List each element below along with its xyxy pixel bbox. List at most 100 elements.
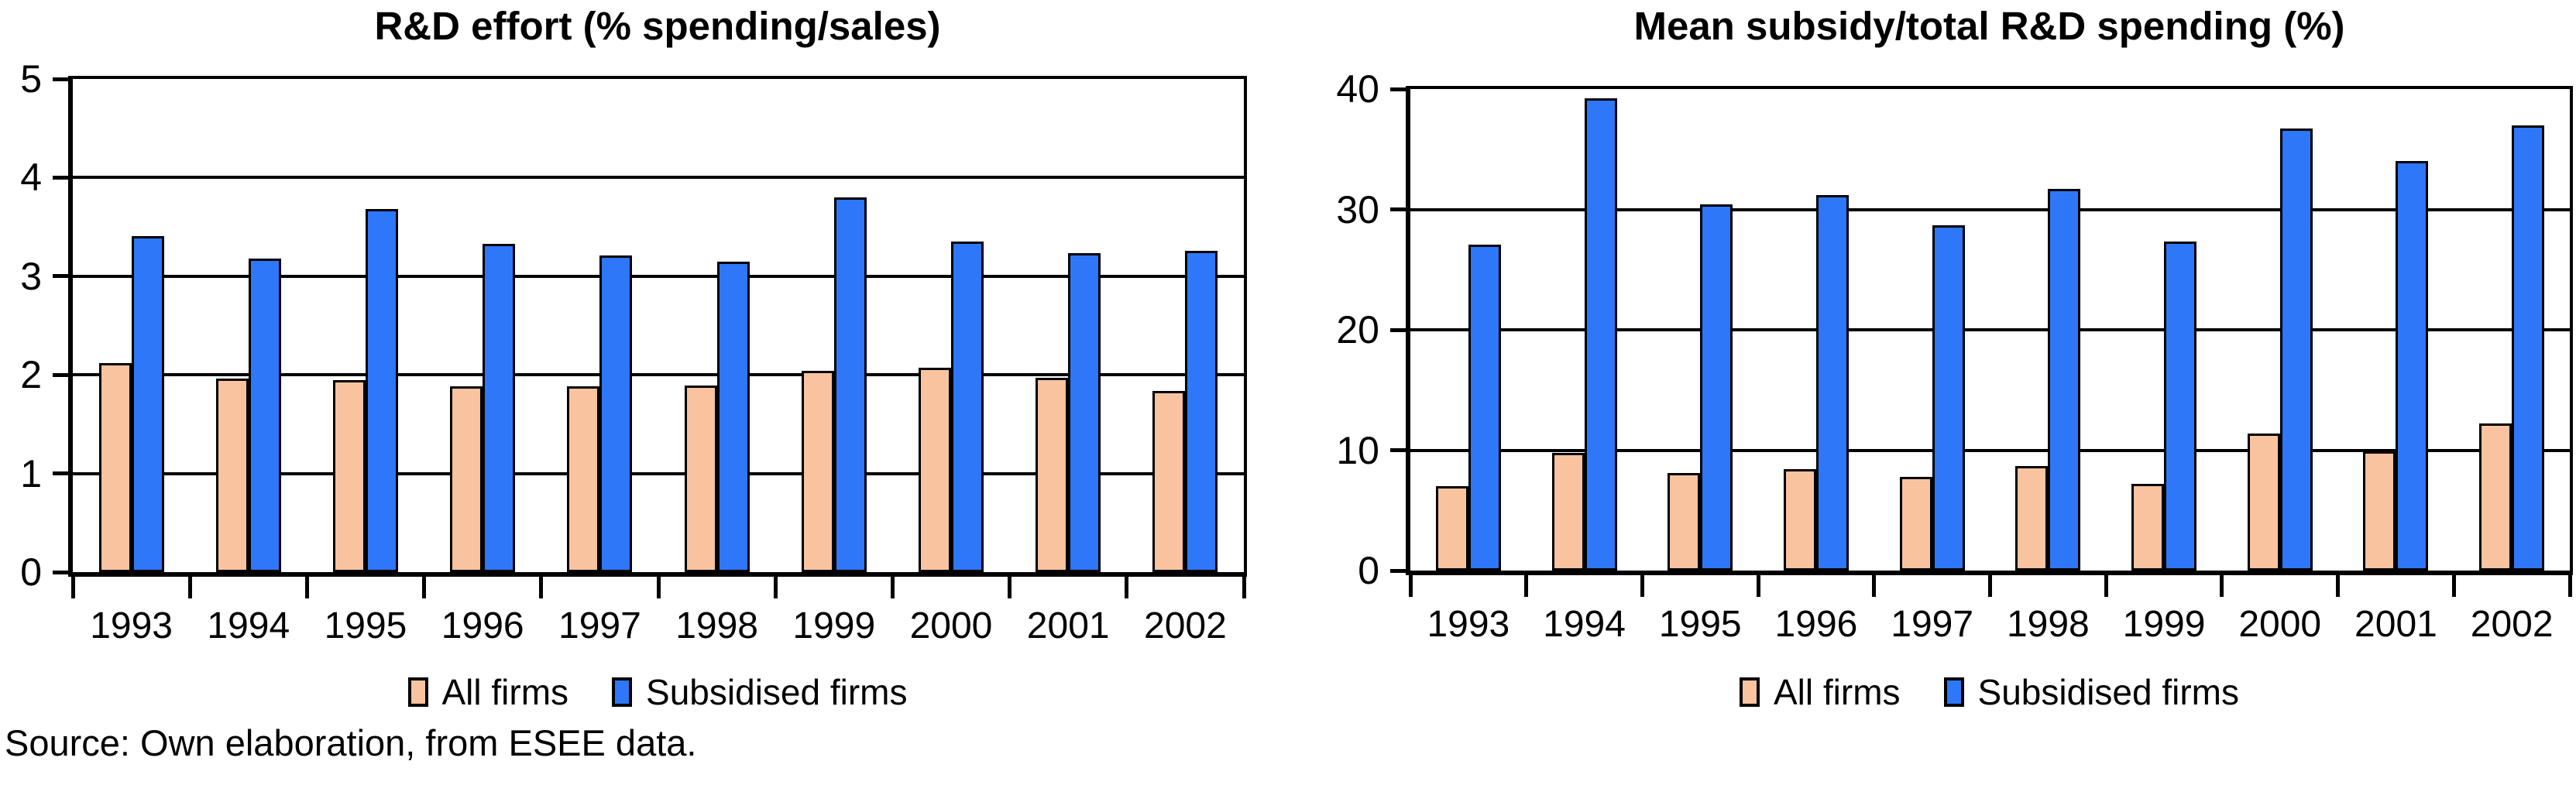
y-axis-label: 2: [20, 353, 42, 397]
plot-area: 0 1 2 3 4 5: [20, 57, 1247, 598]
x-axis-tick: [1408, 571, 1413, 597]
gridline-y-1: [73, 471, 1244, 475]
x-axis-label-1994: 1994: [207, 605, 290, 646]
y-axis-tick: [1390, 87, 1406, 91]
x-axis-label-1995: 1995: [324, 605, 407, 646]
legend-item-all-firms: All firms: [407, 672, 568, 712]
x-axis-tick: [2451, 571, 2456, 597]
x-axis-label-1997: 1997: [558, 605, 641, 646]
gridline-y-2: [73, 373, 1244, 377]
x-axis-label-1998: 1998: [2006, 604, 2090, 645]
bar-subsidised-firms-1994: [248, 258, 281, 572]
x-axis-label-1995: 1995: [1658, 604, 1742, 645]
y-axis-tick: [1390, 448, 1406, 452]
gridline-y-10: [1410, 448, 2570, 452]
x-axis-tick: [773, 572, 778, 598]
bar-subsidised-firms-1997: [1932, 225, 1965, 571]
bar-all-firms-1996: [450, 386, 483, 572]
bar-subsidised-firms-2002: [2512, 125, 2545, 571]
bar-all-firms-2002: [1152, 390, 1186, 572]
legend-label: Subsidised firms: [646, 672, 908, 712]
bar-all-firms-1995: [1668, 473, 1701, 571]
bar-all-firms-1996: [1783, 469, 1816, 571]
x-axis-tick: [2336, 571, 2341, 597]
x-axis-tick: [1988, 571, 1992, 597]
x-axis-tick: [1008, 572, 1012, 598]
y-axis-label: 4: [20, 156, 42, 200]
bar-all-firms-1994: [1551, 452, 1585, 571]
gridline-y-3: [73, 274, 1244, 278]
y-axis-tick: [53, 77, 68, 81]
bar-subsidised-firms-1997: [599, 255, 633, 572]
bar-subsidised-firms-1998: [716, 261, 750, 572]
x-axis-label-1999: 1999: [792, 605, 876, 646]
bar-all-firms-1997: [1899, 476, 1932, 571]
y-axis-label: 3: [20, 254, 42, 298]
x-axis-label-2000: 2000: [909, 605, 993, 646]
legend: All firms Subsidised firms: [68, 672, 1247, 712]
bar-subsidised-firms-1994: [1584, 98, 1617, 571]
plot-area: 0 10 20 30 40: [1336, 67, 2573, 597]
bar-all-firms-1999: [2131, 484, 2165, 571]
y-axis-tick: [53, 471, 68, 476]
bar-all-firms-1999: [801, 371, 834, 572]
bar-subsidised-firms-2001: [2396, 161, 2429, 571]
bar-subsidised-firms-1993: [1468, 244, 1501, 571]
x-axis-label-1994: 1994: [1543, 604, 1626, 645]
x-axis-tick: [1524, 571, 1529, 597]
gridline-y-4: [73, 176, 1244, 180]
bar-subsidised-firms-1999: [2164, 242, 2197, 571]
y-axis-label: 40: [1336, 67, 1379, 111]
x-axis-tick: [1872, 571, 1877, 597]
x-axis-label-1996: 1996: [441, 605, 524, 646]
y-axis-label: 0: [1358, 549, 1379, 592]
bar-subsidised-firms-2000: [2279, 129, 2313, 571]
bar-all-firms-1993: [1435, 486, 1468, 571]
x-axis-tick: [539, 572, 544, 598]
x-axis-label-2002: 2002: [2470, 604, 2554, 645]
bar-subsidised-firms-2000: [951, 242, 984, 572]
y-axis-label: 5: [20, 57, 42, 101]
bar-all-firms-1998: [684, 386, 717, 572]
y-axis-label: 0: [20, 550, 42, 594]
bar-subsidised-firms-1996: [1815, 194, 1849, 571]
bar-all-firms-2000: [919, 368, 951, 572]
x-axis-label-1996: 1996: [1774, 604, 1858, 645]
bar-subsidised-firms-1995: [366, 209, 398, 572]
bar-subsidised-firms-2002: [1185, 250, 1218, 572]
legend-label: Subsidised firms: [1977, 672, 2239, 712]
y-axis-label: 30: [1336, 187, 1379, 231]
y-axis-label: 1: [20, 451, 42, 495]
x-axis-label-2001: 2001: [1026, 605, 1110, 646]
legend-swatch-icon: [1740, 677, 1760, 707]
x-axis-label-1993: 1993: [1427, 604, 1510, 645]
x-axis-label-1999: 1999: [2122, 604, 2206, 645]
legend-swatch-icon: [1943, 677, 1964, 707]
bar-subsidised-firms-1995: [1700, 204, 1733, 571]
legend-item-all-firms: All firms: [1740, 672, 1901, 712]
y-axis-tick: [53, 372, 68, 377]
legend-swatch-icon: [407, 677, 428, 707]
x-axis-label-2002: 2002: [1144, 605, 1227, 646]
bar-all-firms-2000: [2247, 433, 2280, 571]
legend-item-subsidised-firms: Subsidised firms: [612, 672, 908, 712]
x-axis-tick: [422, 572, 427, 598]
x-axis-tick: [1242, 572, 1246, 598]
y-axis-tick: [53, 175, 68, 180]
bar-all-firms-1994: [215, 379, 249, 572]
x-axis-label-2001: 2001: [2354, 604, 2437, 645]
y-axis-tick: [53, 570, 68, 574]
x-axis-tick: [187, 572, 192, 598]
y-axis-label: 20: [1336, 308, 1379, 351]
x-axis-tick: [70, 572, 75, 598]
x-axis-tick: [1125, 572, 1129, 598]
y-axis-tick: [53, 274, 68, 279]
bar-all-firms-2002: [2479, 423, 2512, 571]
bar-all-firms-1997: [567, 386, 600, 572]
bar-all-firms-2001: [1036, 378, 1069, 572]
x-axis-label-2000: 2000: [2238, 604, 2322, 645]
bar-subsidised-firms-2001: [1068, 253, 1101, 572]
